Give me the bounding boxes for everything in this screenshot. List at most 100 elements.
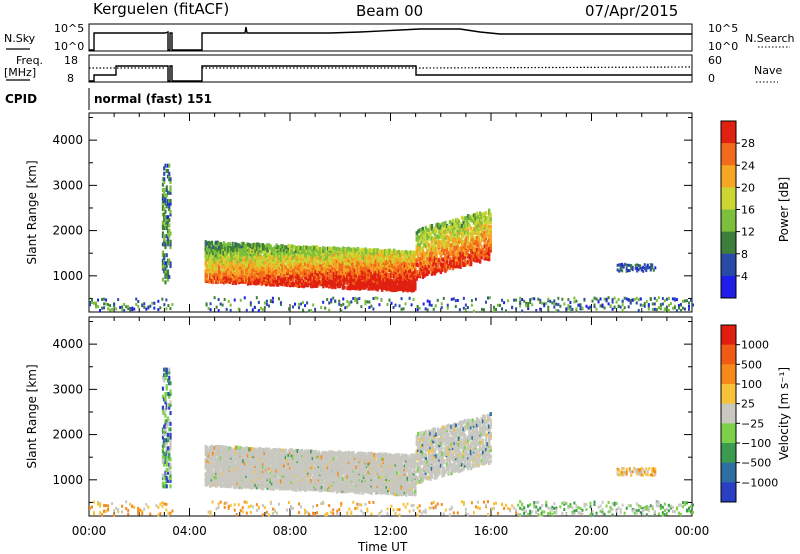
- power-cell: [621, 308, 624, 312]
- power-cell: [441, 263, 444, 268]
- velocity-cell: [263, 475, 266, 480]
- power-cell: [355, 273, 358, 278]
- power-cell: [344, 261, 348, 266]
- power-cell: [388, 257, 391, 262]
- power-cell: [227, 262, 230, 267]
- power-cell: [133, 307, 136, 311]
- power-cell: [679, 302, 682, 306]
- power-cell: [287, 256, 290, 261]
- date-title: 07/Apr/2015: [585, 2, 678, 20]
- power-cell: [430, 303, 433, 307]
- power-cell: [484, 219, 488, 224]
- power-cell: [350, 281, 354, 286]
- power-cell: [418, 306, 421, 310]
- power-cell: [272, 260, 275, 265]
- nsearch-label: N.Search: [745, 32, 795, 45]
- power-cell: [322, 276, 325, 281]
- power-cell: [292, 244, 295, 249]
- power-cell: [165, 185, 168, 190]
- power-cell: [258, 262, 262, 267]
- power-cell: [153, 306, 156, 310]
- power-cell: [352, 250, 355, 255]
- power-cell: [252, 252, 256, 257]
- velocity-cell: [233, 472, 236, 477]
- power-cell: [459, 225, 462, 230]
- power-cell: [334, 258, 337, 263]
- power-cell: [386, 282, 390, 287]
- power-cell: [420, 257, 423, 262]
- power-cell: [397, 279, 400, 284]
- velocity-cell: [206, 470, 209, 475]
- power-cell: [311, 257, 315, 262]
- power-cell: [210, 275, 214, 280]
- power-cell: [292, 250, 295, 255]
- power-cell: [326, 257, 330, 262]
- velocity-cell: [228, 473, 232, 478]
- power-cell: [161, 253, 165, 258]
- power-cell: [248, 269, 251, 274]
- power-cell: [411, 267, 414, 272]
- power-cell: [409, 268, 412, 273]
- power-cell: [161, 196, 165, 201]
- power-cell: [421, 257, 425, 262]
- power-cell: [219, 247, 223, 252]
- velocity-cell: [221, 483, 224, 488]
- power-cell: [462, 261, 465, 266]
- velocity-cell: [225, 478, 229, 483]
- power-cell: [380, 281, 384, 286]
- power-cell: [314, 284, 318, 289]
- velocity-cell: [210, 449, 214, 454]
- power-ytick-label-3: 4000: [52, 133, 83, 147]
- velocity-cell: [207, 463, 210, 468]
- power-cell: [278, 275, 281, 280]
- power-cell: [313, 265, 316, 270]
- power-cell: [439, 224, 443, 229]
- power-cell: [322, 268, 325, 273]
- power-cell: [377, 262, 381, 267]
- power-cell: [163, 215, 166, 220]
- power-cell: [420, 267, 423, 272]
- power-cell: [216, 260, 220, 265]
- power-cell: [313, 257, 316, 262]
- power-cell: [577, 303, 580, 307]
- power-cell: [234, 255, 238, 260]
- power-cell: [456, 220, 459, 225]
- power-cell: [316, 272, 319, 277]
- power-cell: [450, 297, 453, 301]
- velocity-cell: [218, 445, 221, 450]
- power-cell: [519, 300, 522, 304]
- beam-title: Beam 00: [356, 2, 423, 20]
- noise-tick-bottom-right: 10^0: [708, 40, 738, 53]
- power-cell: [332, 252, 336, 257]
- power-cell: [282, 248, 286, 253]
- power-cell: [111, 307, 114, 311]
- power-cell: [417, 237, 420, 242]
- velocity-cell: [258, 467, 262, 472]
- power-cell: [460, 243, 464, 248]
- power-cell: [259, 306, 262, 310]
- power-cell: [477, 228, 480, 233]
- velocity-cell: [269, 477, 272, 482]
- power-cell: [457, 233, 461, 238]
- power-cell: [298, 265, 301, 270]
- power-cell: [254, 254, 257, 259]
- power-cell: [270, 252, 274, 257]
- power-cell: [642, 269, 645, 273]
- velocity-cell: [266, 457, 269, 462]
- power-cell: [311, 272, 315, 277]
- power-cell: [334, 246, 337, 251]
- power-cell: [463, 238, 467, 243]
- power-cell: [347, 286, 351, 291]
- power-cell: [486, 220, 489, 225]
- power-cell: [349, 273, 352, 278]
- power-cell: [278, 281, 281, 286]
- power-cell: [459, 251, 462, 256]
- power-cell: [210, 279, 214, 284]
- power-cell: [416, 304, 419, 308]
- velocity-cell: [233, 459, 236, 464]
- velocity-cell: [251, 456, 254, 461]
- power-cell: [442, 296, 445, 300]
- power-cell: [340, 248, 343, 253]
- power-cell: [432, 229, 435, 234]
